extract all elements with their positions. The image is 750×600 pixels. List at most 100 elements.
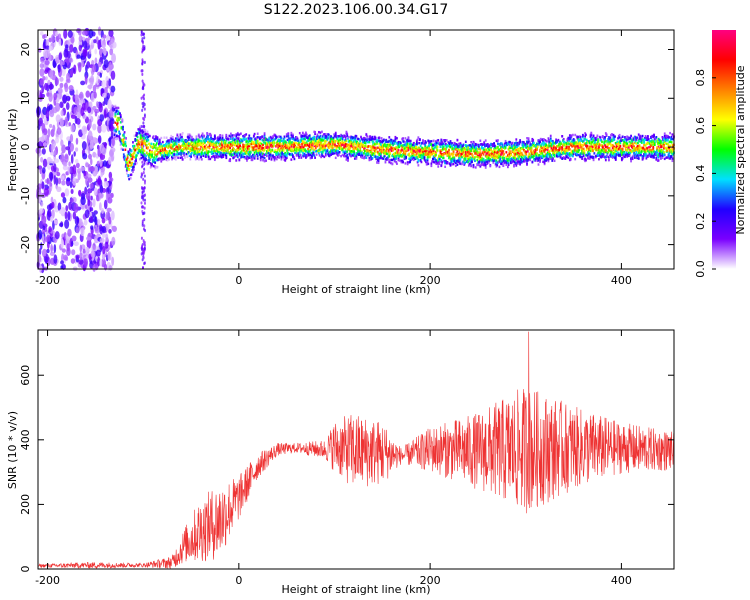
spectrogram-cell bbox=[504, 139, 507, 143]
spectrogram-cell bbox=[539, 140, 541, 143]
spectrogram-cell bbox=[81, 125, 87, 135]
spectrogram-cell bbox=[154, 161, 157, 164]
spectrogram-cell bbox=[534, 159, 537, 162]
spectrogram-cell bbox=[211, 137, 214, 141]
spectrogram-cell bbox=[287, 135, 290, 138]
spectrogram-cell bbox=[497, 139, 499, 142]
spectrogram-cell bbox=[190, 151, 193, 155]
spectrogram-cell bbox=[456, 150, 459, 153]
spectrogram-cell bbox=[537, 163, 540, 166]
spectrogram-cell bbox=[374, 150, 377, 153]
spectrogram-cell bbox=[78, 93, 83, 99]
spectrogram-cell bbox=[156, 153, 159, 156]
spectrogram-cell bbox=[457, 160, 460, 164]
spectrogram-cell bbox=[77, 170, 81, 181]
spectrogram-cell bbox=[432, 139, 435, 143]
spectrogram-cell bbox=[461, 145, 464, 148]
spectrogram-cell bbox=[417, 151, 420, 154]
spectrogram-cell bbox=[259, 153, 261, 156]
spectrogram-cell bbox=[492, 161, 495, 164]
spectrogram-cell bbox=[50, 257, 55, 265]
spectrogram-cell bbox=[40, 57, 45, 63]
spectrogram-cell bbox=[158, 147, 160, 151]
spectrogram-cell bbox=[302, 145, 305, 149]
spectrogram-cell bbox=[143, 181, 146, 185]
spectrogram-cell bbox=[84, 186, 88, 195]
spectrogram-cell bbox=[60, 239, 65, 249]
spectrogram-cell bbox=[68, 57, 74, 63]
spectrogram-cell bbox=[346, 132, 349, 136]
spectrogram-cell bbox=[276, 155, 279, 158]
spectrogram-cell bbox=[125, 161, 128, 164]
spectrogram-cell bbox=[353, 150, 355, 153]
spectrogram-cell bbox=[229, 146, 232, 149]
spectrogram-cell bbox=[48, 53, 52, 62]
spectrogram-cell bbox=[530, 146, 533, 149]
spectrogram-cell bbox=[305, 133, 308, 136]
spectrogram-cell bbox=[141, 108, 144, 112]
spectrogram-cell bbox=[145, 154, 147, 157]
spectrogram-cell bbox=[376, 141, 378, 144]
spectrogram-cell bbox=[115, 130, 118, 133]
spectrogram-cell bbox=[506, 159, 509, 162]
spectrogram-cell bbox=[262, 146, 264, 150]
spectrogram-cell bbox=[313, 148, 316, 152]
spectrogram-cell bbox=[238, 158, 241, 161]
spectrogram-cell bbox=[100, 167, 105, 173]
spectrogram-cell bbox=[390, 149, 393, 153]
spectrogram-cell bbox=[107, 251, 112, 261]
spectrogram-cell bbox=[48, 104, 53, 111]
spectrogram-cell bbox=[180, 151, 183, 155]
spectrogram-cell bbox=[241, 145, 244, 149]
spectrogram-cell bbox=[479, 156, 482, 159]
spectrogram-cell bbox=[183, 151, 186, 155]
spectrogram-cell bbox=[506, 142, 509, 146]
spectrogram-cell bbox=[195, 135, 198, 139]
spectrogram-cell bbox=[420, 142, 423, 145]
spectrogram-cell bbox=[519, 139, 522, 142]
spectrogram-cell bbox=[177, 143, 180, 147]
spectrogram-cell bbox=[52, 106, 58, 114]
spectrogram-cell bbox=[395, 157, 398, 160]
spectrogram-cell bbox=[406, 162, 409, 166]
spectrogram-cell bbox=[84, 246, 90, 253]
spectrogram-cell bbox=[225, 154, 228, 158]
spectrogram-cell bbox=[304, 142, 307, 145]
spectrogram-cell bbox=[448, 142, 451, 146]
spectrogram-cell bbox=[175, 155, 178, 158]
spectrogram-cell bbox=[456, 151, 459, 155]
spectrogram-cell bbox=[130, 164, 133, 167]
spectrogram-cell bbox=[360, 135, 362, 139]
spectrogram-cell bbox=[181, 158, 184, 161]
spectrogram-cell bbox=[350, 141, 352, 144]
spectrogram-cell bbox=[135, 134, 138, 137]
spectrogram-cell bbox=[372, 145, 375, 149]
spectrogram-cell bbox=[156, 165, 159, 169]
spectrogram-cell bbox=[389, 144, 391, 147]
spectrogram-cell bbox=[205, 148, 208, 152]
spectrogram-cell bbox=[143, 93, 146, 97]
spectrogram-cell bbox=[366, 140, 369, 144]
spectrogram-cell bbox=[80, 106, 85, 117]
spectrogram-cell bbox=[73, 241, 79, 247]
spectrogram-cell bbox=[466, 149, 469, 152]
spectrogram-cell bbox=[362, 138, 365, 142]
spectrogram-cell bbox=[525, 153, 528, 156]
spectrogram-cell bbox=[432, 147, 435, 151]
spectrogram-cell bbox=[406, 141, 409, 144]
spectrogram-cell bbox=[315, 137, 318, 141]
spectrogram-cell bbox=[121, 117, 124, 121]
spectrogram-cell bbox=[256, 154, 259, 158]
spectrogram-cell bbox=[419, 151, 422, 155]
spectrogram-cell bbox=[134, 148, 137, 152]
spectrogram-cell bbox=[151, 163, 154, 166]
spectrogram-cell bbox=[490, 146, 492, 150]
spectrogram-cell bbox=[486, 152, 489, 155]
spectrogram-cell bbox=[289, 141, 292, 144]
spectrogram-cell bbox=[403, 147, 406, 150]
spectrogram-cell bbox=[168, 139, 171, 142]
spectrogram-cell bbox=[226, 145, 229, 149]
spectrogram-cell bbox=[155, 142, 158, 145]
spectrogram-cell bbox=[514, 156, 517, 160]
spectrogram-cell bbox=[333, 133, 336, 136]
